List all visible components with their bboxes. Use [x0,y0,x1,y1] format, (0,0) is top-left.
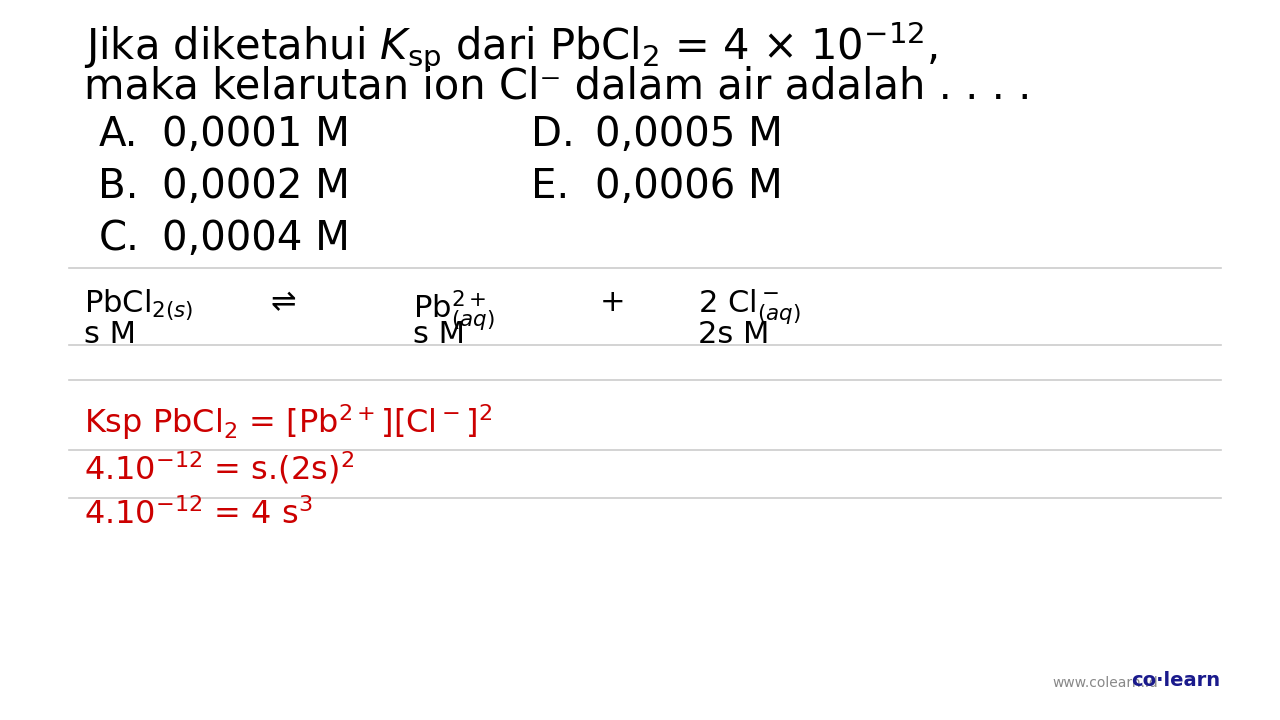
Text: 0,0002 M: 0,0002 M [163,167,351,207]
Text: C.: C. [99,219,140,259]
Text: A.: A. [99,115,138,155]
Text: s M: s M [413,320,465,349]
Text: PbCl$_{2(s)}$: PbCl$_{2(s)}$ [83,288,193,323]
Text: co·learn: co·learn [1132,671,1220,690]
Text: D.: D. [531,115,575,155]
Text: Jika diketahui $K_{\mathrm{sp}}$ dari PbCl$_2$ = 4 × 10$^{-12}$,: Jika diketahui $K_{\mathrm{sp}}$ dari Pb… [83,20,937,75]
Text: ⇌: ⇌ [270,288,296,317]
Text: 0,0004 M: 0,0004 M [163,219,351,259]
Text: maka kelarutan ion Cl⁻ dalam air adalah . . . .: maka kelarutan ion Cl⁻ dalam air adalah … [83,65,1030,107]
Text: 4.10$^{-12}$ = s.(2s)$^2$: 4.10$^{-12}$ = s.(2s)$^2$ [83,450,353,487]
Text: +: + [600,288,626,317]
Text: 2s M: 2s M [698,320,769,349]
Text: 4.10$^{-12}$ = 4 s$^3$: 4.10$^{-12}$ = 4 s$^3$ [83,498,312,531]
Text: Ksp PbCl$_2$ = [Pb$^{2+}$][Cl$^-$]$^2$: Ksp PbCl$_2$ = [Pb$^{2+}$][Cl$^-$]$^2$ [83,402,492,441]
Text: 0,0005 M: 0,0005 M [595,115,783,155]
Text: s M: s M [83,320,136,349]
Text: 2 Cl$^-_{(aq)}$: 2 Cl$^-_{(aq)}$ [698,288,801,328]
Text: www.colearn.id: www.colearn.id [1052,676,1158,690]
Text: Pb$^{2+}_{(aq)}$: Pb$^{2+}_{(aq)}$ [413,288,494,333]
Text: 0,0006 M: 0,0006 M [595,167,782,207]
Text: E.: E. [531,167,570,207]
Text: B.: B. [99,167,138,207]
Text: 0,0001 M: 0,0001 M [163,115,351,155]
